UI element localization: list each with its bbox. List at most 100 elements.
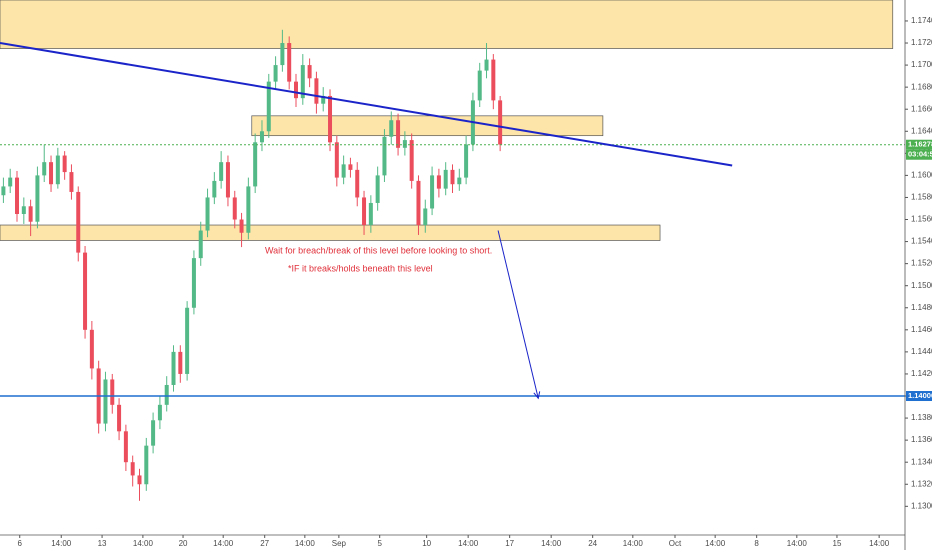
y-tick-label: 1.16600 [911,104,932,113]
candle-body [293,81,298,99]
candle-body [151,420,156,446]
zone [251,115,604,137]
candle-body [246,186,251,233]
candle-body [137,475,142,485]
x-tick-label: 13 [98,539,107,548]
candle-body [375,175,380,203]
x-tick-label: 14:00 [458,539,479,548]
x-tick-label: 24 [588,539,597,548]
candle-body [423,208,428,226]
candle-body [15,177,20,214]
candle-body [130,462,135,476]
candle-body [178,351,183,374]
y-tick-label: 1.16800 [911,82,932,91]
candle-body [110,379,115,405]
candle-body [477,70,482,101]
candle-body [300,65,305,99]
arrow-head [533,391,541,400]
candle-body [457,177,462,185]
candle-body [123,431,128,463]
candle-body [314,78,319,104]
candle-body [287,43,292,82]
x-tick-label: 5 [377,539,382,548]
candle-body [321,95,326,104]
candle-body [49,162,54,185]
trendline [0,42,733,167]
candle-body [362,197,367,226]
candle-body [225,162,230,198]
y-tick-label: 1.14200 [911,369,932,378]
candle-body [157,404,162,421]
x-tick-label: 14:00 [623,539,644,548]
zone [0,224,661,241]
candle-body [491,59,496,101]
y-tick-label: 1.17000 [911,60,932,69]
candle-body [171,351,176,385]
candle-body [396,120,401,148]
candle-body [416,180,421,226]
x-tick-label: 14:00 [51,539,72,548]
annotation: *IF it breaks/holds beneath this level [288,263,433,273]
candle-body [334,142,339,178]
y-tick-label: 1.15200 [911,259,932,268]
time-axis-bg [0,535,905,550]
price-axis-bg [905,0,932,550]
y-tick-label: 1.13800 [911,413,932,422]
y-tick-label: 1.14400 [911,347,932,356]
candle-body [259,131,264,143]
zone [0,0,894,49]
candle-body [382,136,387,176]
x-tick-label: 14:00 [705,539,726,548]
candle-body [191,258,196,308]
candle-body [219,162,224,181]
candle-body [348,164,353,170]
candle-body [443,169,448,189]
candle-body [35,175,40,222]
x-tick-label: 14:00 [213,539,234,548]
y-tick-label: 1.13200 [911,479,932,488]
y-tick-label: 1.14800 [911,303,932,312]
candle-body [21,206,26,214]
candle-body [280,43,285,66]
candle-body [239,219,244,233]
x-tick-label: 14:00 [295,539,316,548]
candle-body [402,140,407,148]
y-tick-label: 1.13600 [911,435,932,444]
candle-body [409,140,414,181]
x-tick-label: 10 [422,539,431,548]
candle-body [164,384,169,405]
candle-body [328,95,333,143]
y-tick-label: 1.16400 [911,126,932,135]
candle-body [436,175,441,189]
y-tick-label: 1.15600 [911,215,932,224]
x-tick-label: 8 [754,539,759,548]
x-tick-label: 20 [179,539,188,548]
candle-body [89,329,94,369]
x-tick-label: 27 [260,539,269,548]
candle-body [253,142,258,187]
x-tick-label: 14:00 [869,539,890,548]
x-tick-label: 6 [18,539,23,548]
candles [1,29,503,501]
candle-body [212,180,217,198]
arrow [497,230,539,399]
candle-body [341,164,346,178]
candle-body [76,191,81,253]
level-label: 1.14000 [908,391,932,400]
candle-body [144,445,149,485]
x-tick-label: 14:00 [787,539,808,548]
x-tick-label: Oct [669,539,682,548]
y-tick-label: 1.16000 [911,171,932,180]
candle-body [8,177,13,187]
y-tick-label: 1.14600 [911,325,932,334]
candle-body [103,379,108,424]
candle-body [450,169,455,185]
candle-body [1,186,6,196]
candle-body [55,155,60,185]
candle-body [232,197,237,220]
countdown-label: 03:04:57 [908,150,932,159]
candle-body [273,65,278,82]
